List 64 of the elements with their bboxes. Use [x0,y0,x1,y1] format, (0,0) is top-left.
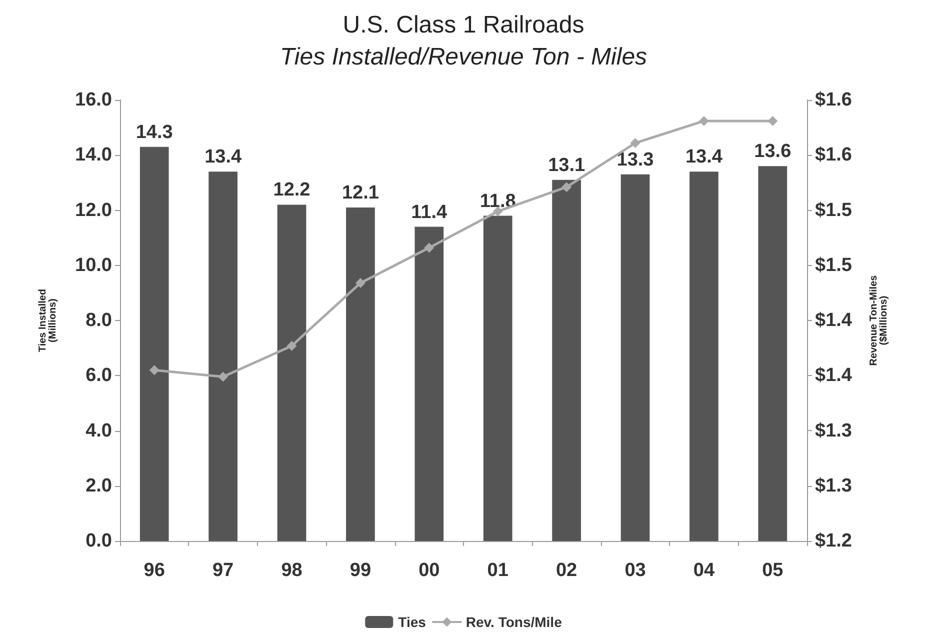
y-tick-label: 12.0 [75,200,112,221]
point [355,278,366,288]
data-label: 13.4 [204,146,242,168]
y2-tick-label: $1.2 [815,530,852,552]
y2-tick-label: $1.4 [815,365,852,386]
chart-subtitle: Ties Installed/Revenue Ton - Miles [280,44,648,70]
point [424,242,434,253]
y2-tick-label: $1.6 [815,90,852,110]
bar [208,172,238,541]
y2-tick-label: $1.3 [815,420,852,442]
data-label: 14.3 [136,122,173,143]
x-tick-label: 02 [556,560,578,581]
point [149,365,160,376]
x-tick-label: 98 [281,560,302,581]
point [562,182,572,192]
x-tick-label: 05 [762,560,784,581]
x-tick-label: 03 [624,560,646,581]
data-label: 13.1 [548,154,586,176]
y2-tick-label: $1.5 [815,254,852,276]
bar [277,204,306,541]
bar [620,174,650,541]
point [630,138,640,148]
x-tick-label: 99 [350,560,372,581]
y-tick-label: 8.0 [86,310,112,331]
bar [483,216,512,541]
y-tick-label: 4.0 [86,420,112,442]
legend-label: Ties [398,614,426,630]
point [492,206,503,216]
x-tick-label: 04 [693,560,715,581]
data-label: 12.2 [273,180,310,201]
bar [690,172,718,541]
y2-tick-label: $1.6 [815,144,852,166]
data-label: 11.4 [411,202,448,223]
x-tick-label: 00 [418,560,440,581]
legend-label: Rev. Tons/Mile [466,614,562,630]
point [286,340,297,351]
y2-tick-label: $1.4 [815,310,852,331]
y-tick-label: 2.0 [86,475,112,496]
chart-title: U.S. Class 1 Railroads [342,12,584,38]
y-tick-label: 10.0 [75,254,112,276]
point [698,116,709,126]
bar [346,207,375,541]
y-tick-label: 16.0 [75,90,112,110]
data-label: 11.8 [480,190,516,212]
bar [140,146,169,541]
y2-axis-title: Revenue Ton-Miles ($Millions) [868,274,890,366]
y-axis-title: Ties Installed (Millions) [38,288,58,352]
data-label: 13.3 [616,149,654,170]
y2-tick-label: $1.5 [815,200,852,221]
x-tick-label: 96 [144,560,165,581]
x-tick-label: 97 [212,560,234,581]
bar [552,180,581,541]
x-tick-label: 01 [487,560,509,581]
bar [414,226,444,541]
y-tick-label: 0.0 [86,530,112,552]
data-label: 12.1 [342,182,380,204]
data-label: 13.6 [754,141,792,162]
point [218,372,228,382]
data-label: 13.4 [685,146,723,168]
y-tick-label: 6.0 [86,365,112,386]
y2-tick-label: $1.3 [815,475,852,496]
point [768,116,778,126]
bar [758,166,788,541]
y-tick-label: 14.0 [75,144,112,166]
